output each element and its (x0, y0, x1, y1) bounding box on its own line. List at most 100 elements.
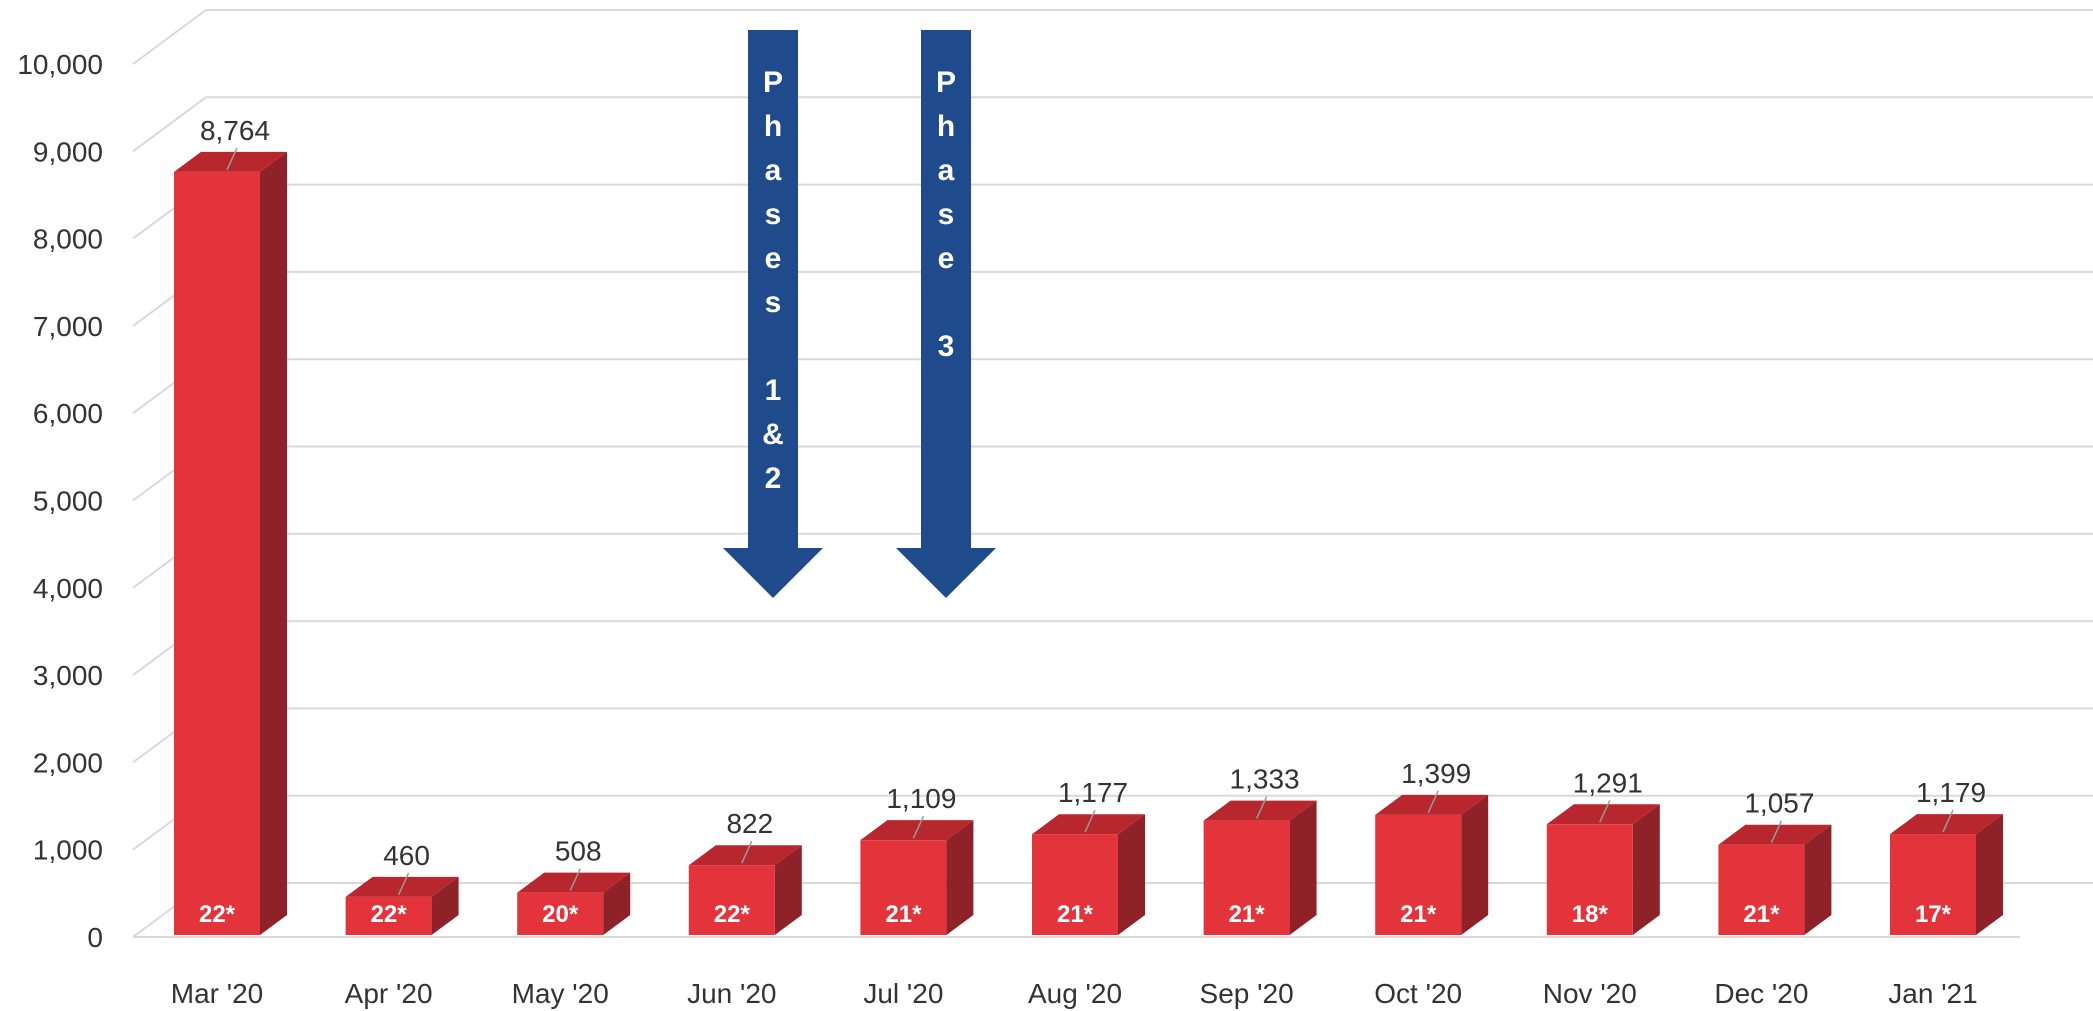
bar-side (1976, 814, 2003, 935)
bar (345, 876, 459, 935)
arrow-letter: h (937, 110, 955, 143)
y-tick-label: 0 (87, 922, 103, 953)
y-tick-label: 3,000 (33, 660, 103, 691)
bar (1032, 814, 1145, 935)
bar-annotation: 20* (542, 901, 579, 928)
gridline (132, 270, 2093, 327)
y-tick-label: 1,000 (33, 835, 103, 866)
value-label: 8,764 (200, 115, 270, 146)
value-leader (1770, 820, 1783, 844)
x-tick-label: Jan '21 (1888, 978, 1977, 1009)
bar-side (1289, 800, 1317, 935)
arrow-letter: & (762, 418, 784, 451)
x-tick-label: Jun '20 (687, 978, 776, 1009)
bar-side (946, 820, 974, 935)
bar-front (1203, 820, 1290, 935)
x-tick-label: Jul '20 (863, 978, 943, 1009)
x-tick-label: May '20 (512, 978, 609, 1009)
gridline (132, 358, 2093, 415)
bar-annotation: 21* (1057, 901, 1094, 928)
bar-front (1890, 834, 1976, 935)
x-tick-label: Nov '20 (1543, 978, 1637, 1009)
bar-front (1032, 834, 1118, 935)
arrow-letter: 1 (765, 374, 782, 407)
bar-side (260, 151, 287, 935)
value-leader (1942, 809, 1954, 833)
arrow-letter: a (765, 154, 782, 187)
value-leader (226, 147, 238, 171)
x-tick-label: Aug '20 (1028, 978, 1122, 1009)
bar-annotation: 21* (1400, 901, 1437, 928)
bar-side (431, 876, 459, 935)
arrow-letter: e (938, 242, 955, 275)
value-leader (741, 840, 753, 864)
x-tick-label: Sep '20 (1200, 978, 1294, 1009)
bar-front (860, 840, 947, 935)
value-label: 1,291 (1573, 767, 1643, 798)
value-label: 508 (555, 836, 602, 867)
bar-annotation: 22* (371, 901, 408, 928)
arrow-shape (896, 30, 996, 598)
bars: 8,764 22* 460 22* 508 20* 822 22* 1,109 21* 1,177 2… (174, 115, 2003, 935)
value-leader (1084, 809, 1096, 833)
bar-annotation: 22* (199, 901, 236, 928)
bar-front (1375, 814, 1462, 935)
bar-side (1118, 814, 1145, 935)
value-leader (397, 872, 410, 896)
x-axis-ticks: Mar '20 Apr '20 May '20 Jun '20 Jul '20 Aug '… (171, 978, 1978, 1009)
value-label: 1,109 (886, 783, 956, 814)
arrow-letter: 3 (938, 330, 955, 363)
arrow-letter: a (938, 154, 955, 187)
bar-side (774, 845, 802, 935)
value-label: 822 (726, 808, 773, 839)
arrow-shape (723, 30, 823, 598)
bar-front (517, 892, 604, 935)
arrow-letter: s (765, 198, 782, 231)
bar-annotation: 17* (1915, 901, 1952, 928)
arrow-letter: h (764, 110, 782, 143)
value-leader (912, 815, 925, 839)
bar-annotation: 21* (1229, 901, 1266, 928)
arrow-letter: s (938, 198, 955, 231)
bar-front (1546, 824, 1633, 935)
gridline (132, 9, 2093, 65)
x-tick-label: Dec '20 (1714, 978, 1808, 1009)
bar-annotation: 21* (885, 901, 922, 928)
x-tick-label: Mar '20 (171, 978, 264, 1009)
value-label: 460 (383, 840, 430, 871)
arrow-letter: s (765, 286, 782, 319)
bar-annotation: 18* (1572, 901, 1609, 928)
y-tick-label: 10,000 (17, 49, 103, 80)
bar-side (1804, 824, 1832, 935)
value-label: 1,399 (1401, 758, 1471, 789)
y-axis-ticks: 0 1,000 2,000 3,000 4,000 5,000 6,000 7,000 8,00… (17, 49, 103, 953)
x-tick-label: Oct '20 (1374, 978, 1462, 1009)
arrow-letter: e (765, 242, 782, 275)
y-tick-label: 8,000 (33, 224, 103, 255)
value-label: 1,179 (1916, 777, 1986, 808)
bar-front (688, 865, 775, 935)
y-tick-label: 5,000 (33, 486, 103, 517)
bar-side (1461, 794, 1489, 935)
bar-side (603, 872, 631, 935)
gridline (132, 183, 2093, 240)
y-tick-label: 7,000 (33, 311, 103, 342)
value-leader (1599, 799, 1611, 823)
bar-side (1632, 804, 1660, 935)
gridline (132, 707, 2093, 764)
bar-front (345, 896, 432, 935)
bar (1546, 804, 1660, 935)
value-label: 1,177 (1058, 777, 1128, 808)
bar-annotation: 21* (1743, 901, 1780, 928)
value-leader (569, 868, 581, 891)
y-tick-label: 6,000 (33, 398, 103, 429)
value-leader (1255, 796, 1268, 819)
value-leader (1427, 790, 1439, 814)
y-tick-label: 2,000 (33, 747, 103, 778)
gridline (132, 445, 2093, 502)
gridline (132, 620, 2093, 676)
